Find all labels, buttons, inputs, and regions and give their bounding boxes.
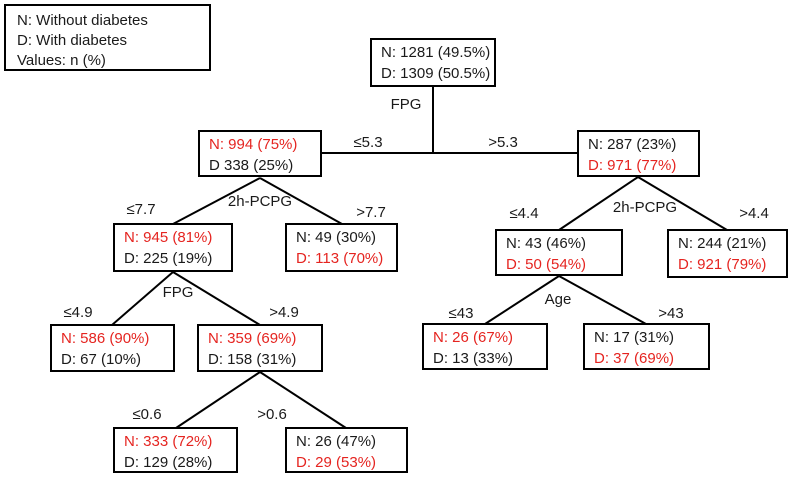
node-gt-0.6-d: D: 29 (53%) [296,454,377,471]
node-pcpg-le-7.7-d: D: 225 (19%) [124,250,213,267]
node-gt-0.6-n: N: 26 (47%) [296,433,377,450]
node-fpg-le-4.9-n: N: 586 (90%) [61,330,150,347]
node-fpg-gt-5.3: N: 287 (23%) D: 971 (77%) [577,130,700,177]
node-pcpg-le-4.4: N: 43 (46%) D: 50 (54%) [495,229,623,276]
edge-label-gt-43: >43 [658,305,684,322]
edge-label-gt-5.3: >5.3 [488,134,518,151]
edge-right-l3-left [484,275,560,325]
edge-label-le-4.9: ≤4.9 [63,304,93,321]
node-root-d: D: 1309 (50.5%) [381,65,491,82]
split-variable-age: Age [544,291,572,308]
edge-label-gt-4.4: >4.4 [739,205,769,222]
node-age-le-43: N: 26 (67%) D: 13 (33%) [422,323,548,370]
edge-left-l3-left [111,271,174,326]
node-age-gt-43-d: D: 37 (69%) [594,350,675,367]
node-fpg-le-5.3-n: N: 994 (75%) [209,136,298,153]
node-gt-0.6: N: 26 (47%) D: 29 (53%) [285,427,408,473]
node-age-le-43-n: N: 26 (67%) [433,329,514,346]
node-fpg-le-4.9-d: D: 67 (10%) [61,351,142,368]
split-variable-2h-pcpg-right: 2h-PCPG [612,199,678,216]
edge-left-l4-right [259,371,347,429]
edge-left-l3-right [172,271,261,326]
node-pcpg-gt-7.7-d: D: 113 (70%) [296,250,384,267]
edge-left-l2-left [172,177,261,225]
node-fpg-gt-4.9-d: D: 158 (31%) [208,351,297,368]
edge-right-l2-right [637,176,728,231]
split-variable-fpg-left: FPG [162,284,194,301]
node-pcpg-gt-4.4-d: D: 921 (79%) [678,256,767,273]
edge-label-le-7.7: ≤7.7 [126,201,156,218]
legend-line-values: Values: n (%) [17,52,106,69]
node-age-le-43-d: D: 13 (33%) [433,350,514,367]
split-variable-fpg-root: FPG [390,96,422,113]
node-age-gt-43-n: N: 17 (31%) [594,329,675,346]
edge-label-gt-0.6: >0.6 [257,406,287,423]
edge-right-l2-left [558,176,639,231]
edge-label-gt-4.9: >4.9 [269,304,299,321]
node-fpg-le-5.3: N: 994 (75%) D 338 (25%) [198,130,322,177]
edge-left-l2-right [259,177,343,225]
edge-label-le-5.3: ≤5.3 [353,134,383,151]
edge-left-l4-left [175,371,261,429]
node-fpg-gt-4.9-n: N: 359 (69%) [208,330,297,347]
node-fpg-le-5.3-d: D 338 (25%) [209,157,294,174]
node-pcpg-gt-7.7-n: N: 49 (30%) [296,229,377,246]
node-fpg-gt-5.3-d: D: 971 (77%) [588,157,677,174]
node-le-0.6-d: D: 129 (28%) [124,454,213,471]
legend-line-n: N: Without diabetes [17,12,148,29]
node-pcpg-le-4.4-n: N: 43 (46%) [506,235,587,252]
node-le-0.6: N: 333 (72%) D: 129 (28%) [113,427,238,473]
legend-box: N: Without diabetes D: With diabetes Val… [4,4,211,71]
edge-label-le-4.4: ≤4.4 [509,205,539,222]
node-pcpg-gt-4.4: N: 244 (21%) D: 921 (79%) [667,229,788,278]
legend-line-d: D: With diabetes [17,32,128,49]
edge-label-le-43: ≤43 [448,305,474,322]
node-fpg-le-4.9: N: 586 (90%) D: 67 (10%) [50,324,175,372]
node-pcpg-gt-7.7: N: 49 (30%) D: 113 (70%) [285,223,398,272]
edge-right-l3-right [558,275,647,325]
node-fpg-gt-5.3-n: N: 287 (23%) [588,136,677,153]
edge-label-gt-7.7: >7.7 [356,204,386,221]
node-root-n: N: 1281 (49.5%) [381,44,491,61]
node-age-gt-43: N: 17 (31%) D: 37 (69%) [583,323,710,370]
split-variable-2h-pcpg-left: 2h-PCPG [227,193,293,210]
node-pcpg-le-4.4-d: D: 50 (54%) [506,256,587,273]
node-le-0.6-n: N: 333 (72%) [124,433,213,450]
node-pcpg-le-7.7-n: N: 945 (81%) [124,229,213,246]
node-pcpg-gt-4.4-n: N: 244 (21%) [678,235,767,252]
node-fpg-gt-4.9: N: 359 (69%) D: 158 (31%) [197,324,323,372]
node-root: N: 1281 (49.5%) D: 1309 (50.5%) [370,38,496,87]
node-pcpg-le-7.7: N: 945 (81%) D: 225 (19%) [113,223,233,272]
edge-label-le-0.6: ≤0.6 [132,406,162,423]
